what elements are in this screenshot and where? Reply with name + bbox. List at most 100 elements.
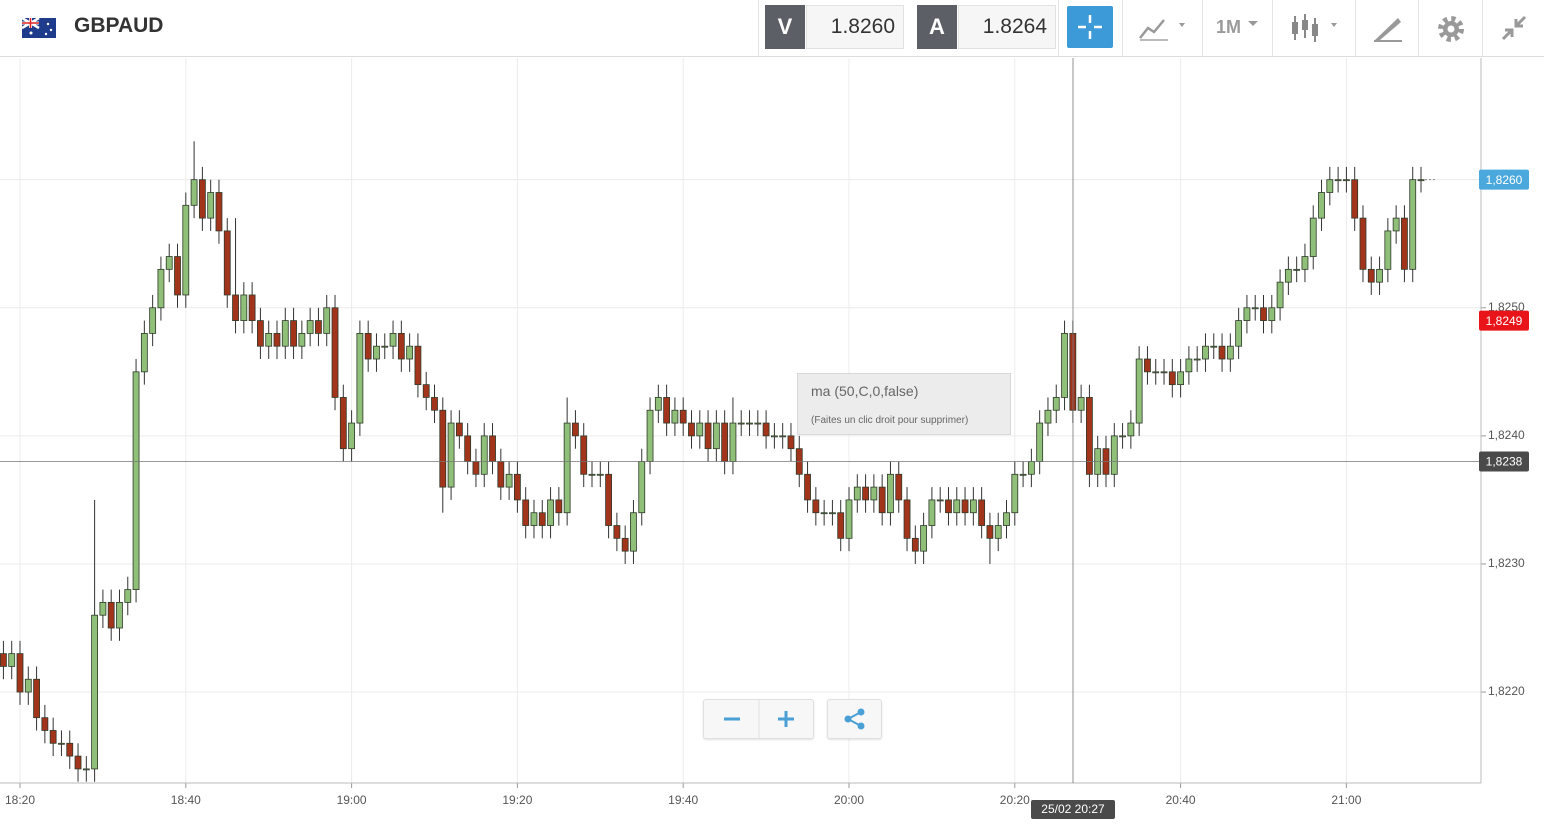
candle-body <box>315 320 322 334</box>
candle-body <box>1401 217 1408 270</box>
y-tick-label: 1,8250 <box>1488 300 1525 314</box>
candle-body <box>514 473 521 501</box>
candle-body <box>422 384 430 398</box>
candle-body <box>16 653 24 693</box>
plot-area <box>0 58 1481 783</box>
candle-body <box>1135 358 1143 424</box>
candle-body <box>953 499 961 514</box>
bid-price[interactable]: 1.8260 <box>806 5 904 49</box>
settings-button[interactable] <box>1436 14 1466 44</box>
ask-label[interactable]: A <box>917 5 957 49</box>
candle-body <box>878 486 886 514</box>
separator <box>1272 0 1273 56</box>
bid-label[interactable]: V <box>765 5 805 49</box>
chart-type-button[interactable] <box>1138 14 1192 42</box>
collapse-button[interactable] <box>1499 13 1529 43</box>
candle-body <box>1376 268 1383 283</box>
candle-body <box>248 294 256 321</box>
candle-body <box>190 179 198 206</box>
candle-body <box>820 512 828 515</box>
candle-body <box>1019 473 1027 476</box>
candle-body <box>373 345 380 360</box>
separator <box>1202 0 1203 56</box>
candle-body <box>1193 358 1201 361</box>
candle-body <box>1301 256 1309 270</box>
candle-body <box>24 678 32 693</box>
candle-body <box>447 422 455 488</box>
separator <box>1482 0 1483 56</box>
candle-body <box>737 422 745 425</box>
candle-body <box>1351 179 1359 219</box>
zoom-in[interactable] <box>778 711 794 727</box>
indicator-tooltip: ma (50,C,0,false) (Faites un clic droit … <box>797 373 1011 435</box>
candle-body <box>754 422 762 425</box>
share-button[interactable] <box>827 699 882 739</box>
candle-body <box>1243 307 1251 321</box>
zoom-group <box>703 699 814 739</box>
price-tag: 1,8260 <box>1486 173 1523 187</box>
candle-body <box>215 192 223 232</box>
candle-style-button[interactable] <box>1290 12 1344 44</box>
candle-body <box>696 422 704 437</box>
ask-price[interactable]: 1.8264 <box>958 5 1056 49</box>
candle-body <box>1409 179 1417 270</box>
candle-body <box>1251 307 1259 310</box>
crosshair-price-box <box>1479 451 1529 472</box>
candle-body <box>91 614 99 770</box>
candle-body <box>654 397 662 411</box>
candle-body <box>563 422 571 514</box>
candle-body <box>439 409 447 488</box>
candle-body <box>165 256 173 270</box>
price-tag-box <box>1479 169 1529 190</box>
candle-body <box>0 653 7 667</box>
candle-body <box>613 525 621 539</box>
candle-body <box>729 422 737 462</box>
candle-body <box>66 742 74 757</box>
candle-body <box>1367 268 1375 283</box>
candle-body <box>1326 179 1334 193</box>
candle-body <box>182 204 190 296</box>
candle-body <box>1284 268 1292 283</box>
draw-tool-button[interactable] <box>1372 14 1404 42</box>
candle-body <box>389 332 397 347</box>
candle-body <box>1268 307 1276 321</box>
x-tick-label: 19:40 <box>668 793 698 807</box>
candle-body <box>273 332 281 347</box>
candle-body <box>74 755 82 770</box>
candle-body <box>124 589 132 603</box>
indicator-hint: (Faites un clic droit pour supprimer) <box>811 415 969 426</box>
candle-body <box>911 537 919 552</box>
x-tick-label: 20:00 <box>834 793 864 807</box>
candle-body <box>455 422 463 437</box>
candle-body <box>1177 371 1184 386</box>
candle-body <box>1276 281 1284 309</box>
crosshair-button[interactable] <box>1067 6 1113 48</box>
candle-body <box>1218 345 1226 360</box>
x-tick-label: 20:20 <box>1000 793 1030 807</box>
candle-body <box>762 422 770 437</box>
candle-body <box>920 525 928 552</box>
candle-body <box>505 473 513 488</box>
candle-body <box>232 294 239 321</box>
candle-body <box>265 332 273 347</box>
candle-body <box>240 294 248 321</box>
candle-body <box>812 499 820 514</box>
timeframe[interactable]: 1M <box>1216 17 1242 37</box>
candle-body <box>323 307 331 334</box>
candle-body <box>1210 345 1218 348</box>
candle-body <box>580 435 588 475</box>
candle-body <box>853 486 861 501</box>
candle-body <box>1086 397 1093 475</box>
candle-body <box>1160 371 1168 374</box>
candle-body <box>489 435 496 462</box>
candle-body <box>406 345 414 360</box>
candle-body <box>1127 422 1135 437</box>
candle-body <box>339 397 347 450</box>
candle-body <box>281 320 289 347</box>
candle-body <box>1027 461 1035 475</box>
candle-body <box>140 332 148 373</box>
candle-body <box>1144 358 1151 373</box>
candle-body <box>621 537 629 552</box>
candle-body <box>605 473 612 526</box>
